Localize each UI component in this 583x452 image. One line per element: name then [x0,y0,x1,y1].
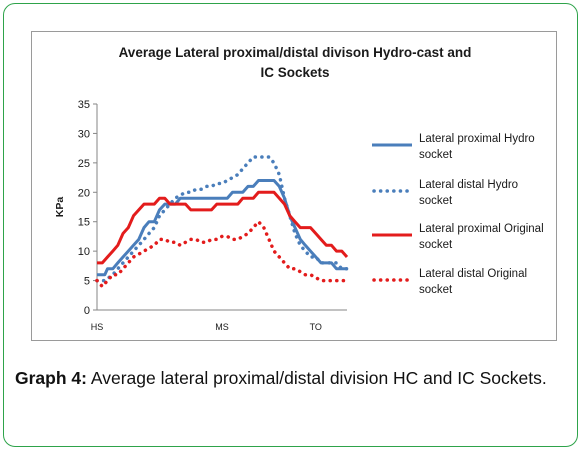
legend-swatch-4 [372,278,412,282]
legend-swatch-3 [372,233,412,237]
y-tick-label: 15 [78,217,90,229]
chart-area: 0 5 10 15 20 25 30 35 HS MS TO KPa Average Lateral … [31,31,557,341]
legend-label-1: Lateral proximal Hydro socket [419,133,535,161]
legend-swatch-2 [372,189,412,193]
y-tick-label: 5 [84,276,90,288]
chart-title-line2: IC Sockets [260,65,330,80]
y-tick-label: 30 [78,128,90,140]
y-tick-label: 25 [78,158,90,170]
series-line-4 [95,219,349,289]
x-tick-label: TO [310,322,322,332]
caption-label: Graph 4: [15,368,87,388]
legend-label-3: Lateral proximal Original socket [419,223,544,251]
x-tick-label: MS [215,322,229,332]
y-tick-label: 20 [78,187,90,199]
x-tick-label: HS [91,322,104,332]
figure-frame [3,3,578,447]
y-tick-label: 10 [78,246,90,258]
legend-item-2: Lateral distal Hydro socket [372,178,557,222]
chart-title-line1: Average Lateral proximal/distal divison … [118,45,472,60]
plot-svg: 0 5 10 15 20 25 30 35 HS MS TO KPa [54,99,349,332]
series-line-3 [97,190,349,265]
legend-label-4: Lateral distal Original socket [419,268,528,296]
legend-swatch-1 [372,143,412,147]
y-tick-label: 35 [78,99,90,111]
legend-item-4: Lateral distal Original socket [372,267,557,311]
series-line-1 [97,179,347,277]
caption-text: Average lateral proximal/distal division… [86,368,547,388]
y-axis-label: KPa [54,197,66,218]
legend-item-1: Lateral proximal Hydro socket [372,132,557,176]
series-line-2 [95,155,349,283]
figure-caption: Graph 4: Average lateral proximal/distal… [15,366,560,390]
legend-item-3: Lateral proximal Original socket [372,222,557,266]
y-tick-label: 0 [84,305,90,317]
legend-label-2: Lateral distal Hydro socket [419,179,519,207]
